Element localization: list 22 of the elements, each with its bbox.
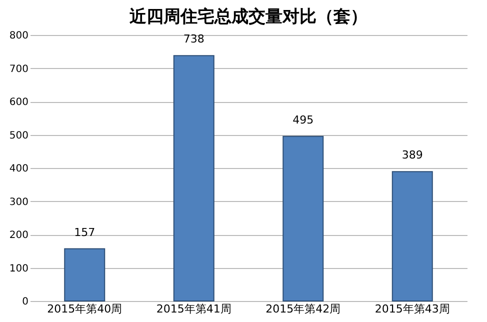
bar bbox=[173, 55, 214, 302]
data-label: 738 bbox=[183, 32, 204, 46]
x-tick-label: 2015年第42周 bbox=[266, 302, 341, 316]
y-tick-label: 100 bbox=[9, 263, 28, 274]
x-tick-label: 2015年第40周 bbox=[47, 302, 122, 316]
y-tick-label: 0 bbox=[22, 296, 28, 308]
data-label: 157 bbox=[74, 226, 96, 239]
y-tick-label: 700 bbox=[9, 64, 28, 75]
y-tick-label: 200 bbox=[9, 230, 28, 241]
bar bbox=[392, 171, 433, 302]
y-tick-label: 600 bbox=[9, 97, 28, 108]
bar bbox=[282, 136, 324, 302]
chart-title: 近四周住宅总成交量对比（套） bbox=[128, 7, 368, 27]
y-tick-label: 800 bbox=[9, 30, 28, 42]
x-tick-label: 2015年第43周 bbox=[374, 302, 450, 316]
y-tick-label: 300 bbox=[9, 196, 28, 208]
bar bbox=[64, 248, 106, 302]
y-tick-label: 400 bbox=[9, 164, 28, 174]
x-tick-label: 2015年第41周 bbox=[156, 302, 232, 316]
data-label: 389 bbox=[402, 148, 423, 162]
y-tick-label: 500 bbox=[9, 130, 28, 142]
data-label: 495 bbox=[292, 113, 314, 126]
